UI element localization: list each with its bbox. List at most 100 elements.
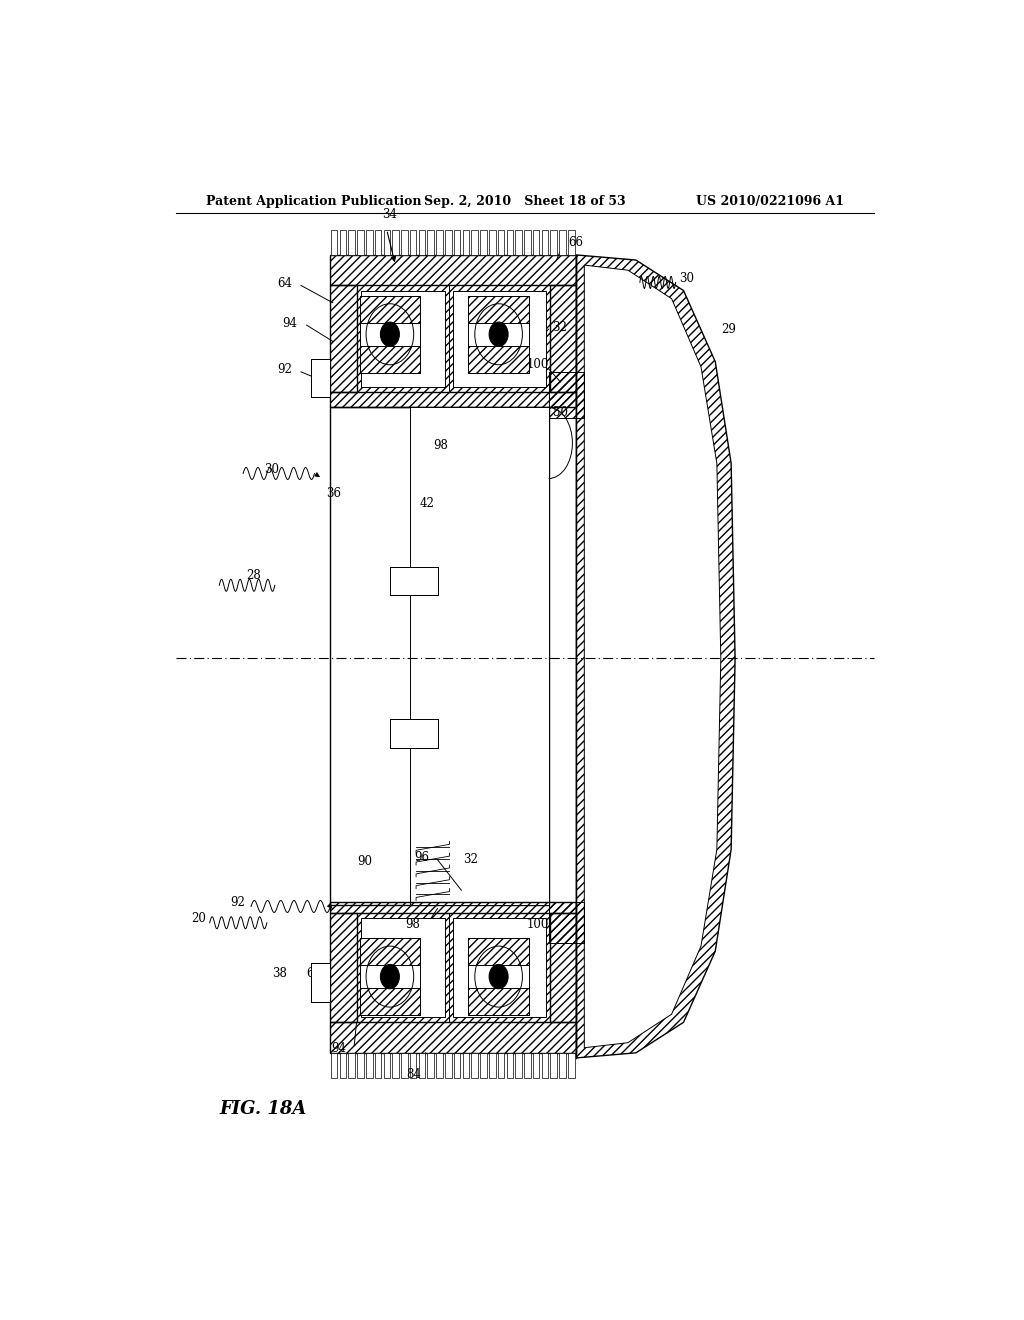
Bar bbox=[489, 230, 496, 255]
Bar bbox=[468, 296, 528, 372]
Bar bbox=[331, 392, 577, 408]
Text: 98: 98 bbox=[433, 438, 449, 451]
Bar bbox=[454, 290, 546, 387]
Bar bbox=[542, 230, 548, 255]
Text: 42: 42 bbox=[420, 498, 435, 511]
Bar bbox=[310, 359, 331, 397]
Bar bbox=[340, 1053, 346, 1078]
Bar bbox=[471, 1053, 478, 1078]
Bar bbox=[463, 1053, 469, 1078]
Bar bbox=[359, 346, 420, 372]
Bar bbox=[359, 989, 420, 1015]
Bar bbox=[356, 912, 450, 1022]
Bar bbox=[390, 568, 437, 595]
Bar bbox=[410, 1053, 417, 1078]
Text: 98: 98 bbox=[406, 919, 420, 932]
Bar bbox=[551, 1053, 557, 1078]
Bar bbox=[454, 230, 461, 255]
Bar bbox=[507, 1053, 513, 1078]
Text: 100: 100 bbox=[526, 358, 549, 371]
Bar bbox=[568, 1053, 574, 1078]
Bar bbox=[550, 912, 577, 1022]
Bar bbox=[340, 230, 346, 255]
Bar bbox=[384, 1053, 390, 1078]
Bar bbox=[445, 230, 452, 255]
Bar bbox=[359, 296, 420, 322]
Bar bbox=[427, 230, 434, 255]
Bar bbox=[468, 939, 528, 965]
Bar bbox=[375, 230, 381, 255]
Bar bbox=[454, 1053, 461, 1078]
Bar bbox=[348, 1053, 355, 1078]
Text: 62: 62 bbox=[503, 969, 517, 982]
Bar bbox=[410, 230, 417, 255]
Text: 94: 94 bbox=[331, 1043, 346, 1055]
Bar bbox=[331, 408, 549, 906]
Bar bbox=[401, 230, 408, 255]
Bar bbox=[331, 912, 356, 1022]
Bar bbox=[357, 1053, 364, 1078]
Text: 96: 96 bbox=[415, 851, 430, 865]
Bar bbox=[359, 296, 420, 372]
Bar bbox=[357, 230, 364, 255]
Bar bbox=[480, 1053, 486, 1078]
Bar bbox=[559, 230, 566, 255]
Text: 34: 34 bbox=[382, 209, 397, 222]
Bar bbox=[427, 1053, 434, 1078]
Bar bbox=[532, 1053, 540, 1078]
Bar bbox=[360, 290, 445, 387]
Bar bbox=[454, 917, 546, 1018]
Bar bbox=[331, 903, 577, 912]
Bar bbox=[550, 285, 577, 392]
Bar bbox=[366, 1053, 373, 1078]
Bar bbox=[419, 1053, 425, 1078]
Bar bbox=[392, 230, 399, 255]
Text: 92: 92 bbox=[278, 363, 292, 376]
Text: 30: 30 bbox=[264, 463, 279, 477]
Bar bbox=[468, 346, 528, 372]
Text: 90: 90 bbox=[357, 855, 373, 869]
Text: 84: 84 bbox=[406, 1068, 421, 1081]
Bar bbox=[390, 568, 437, 595]
Bar bbox=[450, 912, 550, 1022]
Bar bbox=[515, 1053, 522, 1078]
Text: 50: 50 bbox=[553, 407, 567, 418]
Bar bbox=[471, 230, 478, 255]
Text: US 2010/0221096 A1: US 2010/0221096 A1 bbox=[696, 194, 844, 207]
Text: 30: 30 bbox=[680, 272, 694, 285]
Text: 64: 64 bbox=[278, 277, 292, 290]
Text: 32: 32 bbox=[553, 321, 567, 334]
Bar bbox=[436, 1053, 442, 1078]
Text: 38: 38 bbox=[271, 968, 287, 979]
Text: 100: 100 bbox=[526, 919, 549, 932]
Bar bbox=[401, 1053, 408, 1078]
Bar bbox=[524, 230, 530, 255]
Bar bbox=[331, 255, 577, 285]
Bar bbox=[498, 1053, 505, 1078]
Text: FIG. 18A: FIG. 18A bbox=[219, 1100, 306, 1118]
Bar bbox=[331, 230, 337, 255]
Bar bbox=[480, 230, 486, 255]
Circle shape bbox=[489, 965, 508, 989]
Bar bbox=[549, 372, 585, 417]
Text: 36: 36 bbox=[326, 487, 341, 500]
Bar bbox=[551, 230, 557, 255]
Bar bbox=[549, 903, 585, 942]
Bar bbox=[356, 285, 450, 392]
Text: Patent Application Publication: Patent Application Publication bbox=[206, 194, 421, 207]
Bar bbox=[384, 230, 390, 255]
Text: 44: 44 bbox=[472, 969, 486, 982]
Bar bbox=[390, 719, 437, 748]
Bar bbox=[489, 1053, 496, 1078]
Bar bbox=[331, 1053, 337, 1078]
Bar bbox=[468, 939, 528, 1015]
Text: 94: 94 bbox=[282, 317, 297, 330]
Bar bbox=[360, 917, 445, 1018]
Text: 60: 60 bbox=[306, 968, 322, 979]
Bar bbox=[568, 230, 574, 255]
Circle shape bbox=[489, 322, 508, 346]
Bar bbox=[392, 1053, 399, 1078]
Bar bbox=[463, 230, 469, 255]
Bar bbox=[445, 1053, 452, 1078]
Bar bbox=[524, 1053, 530, 1078]
